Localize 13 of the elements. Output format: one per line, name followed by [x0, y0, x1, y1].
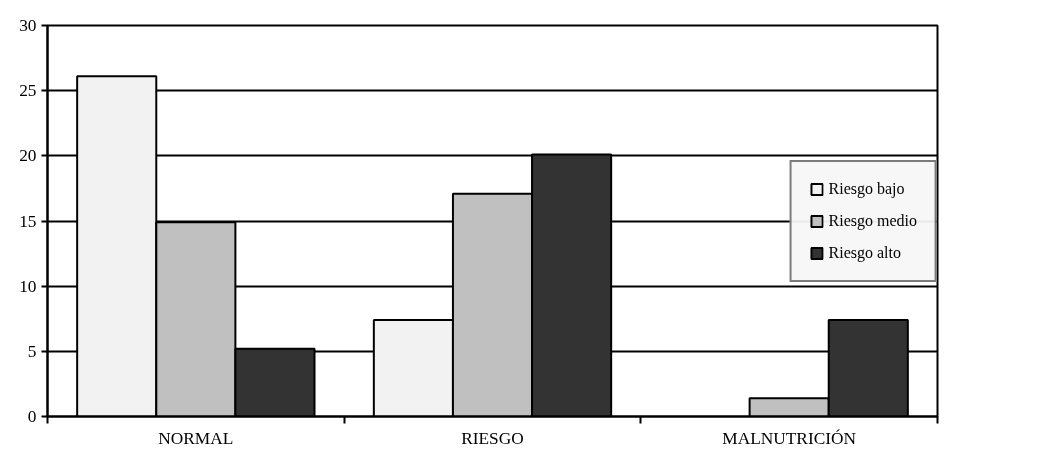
legend-label: Riesgo alto [828, 243, 901, 262]
y-tick-label: 5 [27, 341, 37, 361]
x-tick-label: NORMAL [158, 428, 234, 448]
x-tick-label: MALNUTRICIÓN [722, 428, 857, 448]
x-tick-label: RIESGO [461, 428, 524, 448]
y-tick-label: 30 [19, 16, 37, 35]
y-tick-label: 20 [19, 146, 37, 166]
legend-label: Riesgo medio [828, 211, 917, 230]
y-tick-label: 0 [27, 407, 37, 426]
legend-label: Riesgo bajo [828, 179, 905, 198]
y-tick-label: 10 [19, 276, 37, 296]
y-tick-label: 25 [19, 81, 37, 101]
y-tick-label: 15 [19, 211, 37, 231]
